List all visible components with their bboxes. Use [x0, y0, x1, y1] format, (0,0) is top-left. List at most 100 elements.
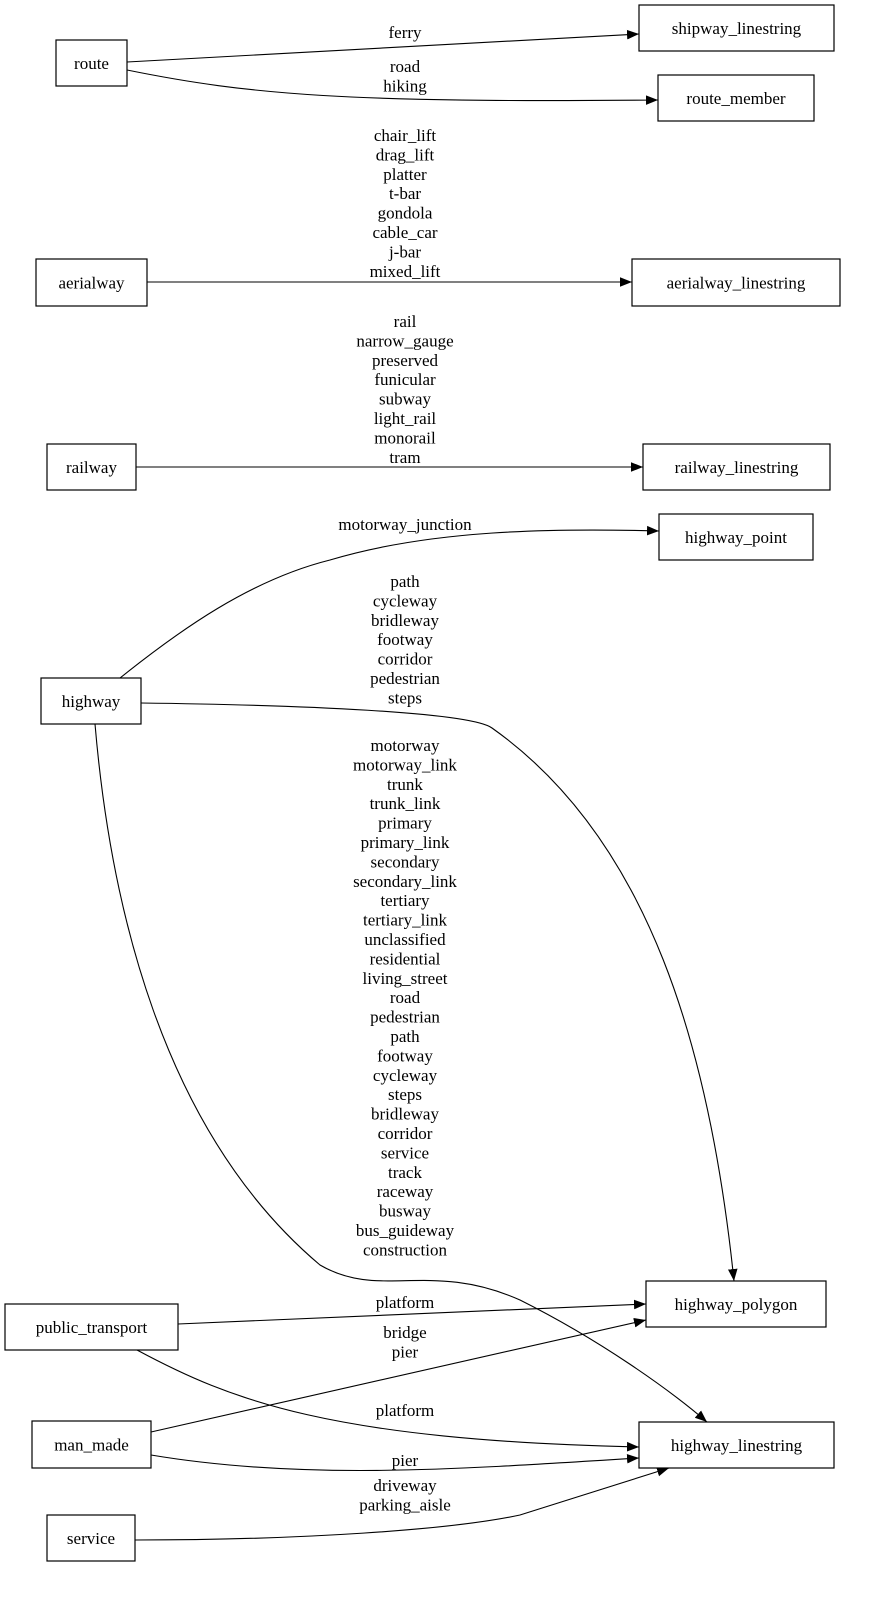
edge-label-line: tertiary [380, 891, 430, 910]
edge-label-line: cycleway [373, 1066, 438, 1085]
edge-arrow [140, 702, 738, 1282]
node-label: man_made [54, 1436, 129, 1455]
edge-label-line: subway [379, 390, 431, 409]
edge-arrow [126, 29, 640, 63]
edge-label: platform [376, 1293, 435, 1312]
edge-label: platform [376, 1401, 435, 1420]
edge-label-line: driveway [373, 1476, 437, 1495]
edge-label-line: preserved [372, 351, 439, 370]
node-railway-linestring[interactable]: railway_linestring [642, 443, 831, 491]
edge-railway-to-railway_linestring: railnarrow_gaugepreservedfunicularsubway… [136, 312, 643, 472]
edge-label-line: light_rail [374, 409, 437, 428]
node-label: highway_point [685, 528, 787, 547]
edge-label: ferry [388, 23, 422, 42]
edge-label-line: pier [392, 1342, 419, 1361]
node-route-member[interactable]: route_member [657, 74, 815, 122]
edge-label-line: footway [377, 630, 433, 649]
node-aerialway[interactable]: aerialway [35, 258, 148, 307]
node-label: shipway_linestring [672, 19, 802, 38]
edge-label-line: motorway_junction [338, 515, 472, 534]
edge-label-line: corridor [378, 650, 433, 669]
edge-label-line: gondola [378, 204, 433, 223]
edge-label-line: bus_guideway [356, 1221, 455, 1240]
edge-label: pathcyclewaybridlewayfootwaycorridorpede… [370, 572, 440, 707]
node-label: route_member [686, 89, 785, 108]
node-label: aerialway_linestring [667, 274, 806, 293]
node-route[interactable]: route [55, 39, 128, 87]
edge-label-line: tram [389, 448, 420, 467]
edge-label-line: footway [377, 1046, 433, 1065]
edge-label-line: path [390, 572, 420, 591]
edge-label-line: steps [388, 1085, 422, 1104]
edge-arrow [136, 1349, 640, 1452]
edge-arrow [134, 1467, 670, 1541]
edge-route-to-shipway_linestring: ferry [126, 23, 640, 63]
edge-label-line: platform [376, 1401, 435, 1420]
edge-arrow [126, 69, 659, 105]
edge-highway-to-highway_polygon: pathcyclewaybridlewayfootwaycorridorpede… [140, 572, 738, 1282]
edge-label-line: drag_lift [376, 145, 435, 164]
edge-label-line: chair_lift [374, 126, 437, 145]
node-highway-linestring[interactable]: highway_linestring [638, 1421, 835, 1469]
edge-label-line: secondary [371, 852, 440, 871]
edge-label-line: narrow_gauge [356, 331, 453, 350]
edge-label-line: road [390, 57, 421, 76]
edge-label-line: road [390, 988, 421, 1007]
edge-label-line: platform [376, 1293, 435, 1312]
edge-label-line: steps [388, 688, 422, 707]
edge-arrow [177, 1299, 647, 1325]
edge-highway-to-highway_point: motorway_junction [119, 515, 660, 679]
edge-public_transport-to-highway_polygon: platform [177, 1293, 647, 1325]
edge-label-line: secondary_link [353, 872, 457, 891]
edge-label-line: hiking [383, 76, 427, 95]
edge-label-line: residential [370, 949, 441, 968]
edge-label: chair_liftdrag_liftplattert-bargondolaca… [370, 126, 441, 281]
edge-public_transport-to-highway_linestring: platform [136, 1349, 640, 1452]
node-label: highway_linestring [671, 1436, 803, 1455]
edge-label-line: tertiary_link [363, 911, 448, 930]
edge-label-line: pedestrian [370, 669, 440, 688]
edge-label-line: busway [379, 1202, 431, 1221]
node-highway-point[interactable]: highway_point [658, 513, 814, 561]
edge-label-line: track [388, 1163, 422, 1182]
edge-label-line: path [390, 1027, 420, 1046]
edge-label-line: primary_link [361, 833, 450, 852]
edge-label: railnarrow_gaugepreservedfunicularsubway… [356, 312, 453, 467]
node-shipway-linestring[interactable]: shipway_linestring [638, 4, 835, 52]
node-label: service [67, 1529, 115, 1548]
node-highway-polygon[interactable]: highway_polygon [645, 1280, 827, 1328]
edge-label: motorwaymotorway_linktrunktrunk_linkprim… [353, 736, 457, 1259]
node-man-made[interactable]: man_made [31, 1420, 152, 1469]
edge-arrow [150, 1317, 647, 1433]
edge-label-line: pedestrian [370, 1008, 440, 1027]
edge-label: pier [392, 1451, 419, 1470]
edge-label-line: cable_car [372, 223, 437, 242]
edge-label-line: t-bar [389, 184, 421, 203]
edge-label-line: funicular [374, 370, 436, 389]
edge-label-line: living_street [363, 969, 448, 988]
node-highway[interactable]: highway [40, 677, 142, 725]
edge-label-line: ferry [388, 23, 422, 42]
edge-label-line: raceway [377, 1182, 434, 1201]
node-railway[interactable]: railway [46, 443, 137, 491]
node-label: highway_polygon [675, 1295, 798, 1314]
node-label: route [74, 54, 109, 73]
node-service[interactable]: service [46, 1514, 136, 1562]
node-public-transport[interactable]: public_transport [4, 1303, 179, 1351]
edge-label-line: unclassified [364, 930, 446, 949]
node-label: public_transport [36, 1318, 148, 1337]
node-aerialway-linestring[interactable]: aerialway_linestring [631, 258, 841, 307]
edge-label-line: corridor [378, 1124, 433, 1143]
edge-label-line: construction [363, 1240, 448, 1259]
edge-arrow [119, 525, 660, 679]
edge-label-line: motorway [371, 736, 440, 755]
edge-arrow [94, 723, 708, 1423]
node-label: aerialway [58, 274, 125, 293]
edge-label-line: primary [378, 814, 432, 833]
